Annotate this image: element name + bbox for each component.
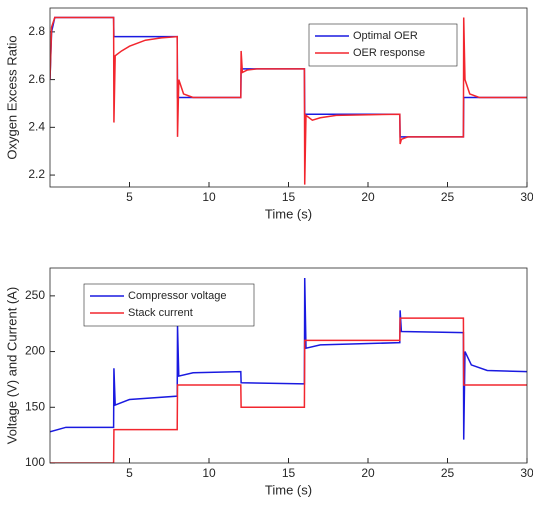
y-tick-label: 100 <box>25 455 45 469</box>
legend-label: OER response <box>353 47 425 59</box>
x-axis-label: Time (s) <box>265 206 312 221</box>
legend: Optimal OER OER response <box>308 23 458 67</box>
x-tick-label: 15 <box>282 466 296 480</box>
x-tick-label: 10 <box>202 190 216 204</box>
y-tick-label: 200 <box>25 344 45 358</box>
legend-label: Optimal OER <box>353 30 418 42</box>
x-tick-label: 30 <box>520 190 533 204</box>
subplot: 5 10 15 20 25 30 2.2 2.4 2.6 2.8 Time (s) Oxygen Ex… <box>4 7 533 221</box>
subplot: 5 10 15 20 25 30 100 150 200 250 Time (s) Voltage (… <box>4 267 533 497</box>
y-tick-label: 2.4 <box>28 120 45 134</box>
x-tick-label: 5 <box>126 190 133 204</box>
y-tick-label: 250 <box>25 288 45 302</box>
legend-box <box>83 283 255 327</box>
x-tick-label: 20 <box>361 190 375 204</box>
y-axis-label: Voltage (V) and Current (A) <box>4 287 19 445</box>
x-axis-label: Time (s) <box>265 482 312 497</box>
data-line <box>50 16 527 185</box>
y-tick-label: 150 <box>25 399 45 413</box>
x-tick-label: 5 <box>126 466 133 480</box>
y-tick-label: 2.8 <box>28 24 45 38</box>
y-tick-label: 2.6 <box>28 72 45 86</box>
x-tick-label: 30 <box>520 466 533 480</box>
x-tick-label: 10 <box>202 466 216 480</box>
plot-lines <box>50 278 527 463</box>
y-tick-label: 2.2 <box>28 167 45 181</box>
legend-label: Stack current <box>128 307 193 319</box>
x-tick-label: 15 <box>282 190 296 204</box>
plot-lines <box>50 16 527 185</box>
legend-box <box>308 23 458 67</box>
legend-label: Compressor voltage <box>128 290 226 302</box>
x-tick-label: 25 <box>441 466 455 480</box>
axes-box <box>49 7 528 188</box>
x-tick-label: 25 <box>441 190 455 204</box>
legend: Compressor voltage Stack current <box>83 283 255 327</box>
data-line <box>50 317 527 463</box>
x-tick-label: 20 <box>361 466 375 480</box>
y-axis-label: Oxygen Excess Ratio <box>4 35 19 159</box>
axes-box <box>49 267 528 464</box>
